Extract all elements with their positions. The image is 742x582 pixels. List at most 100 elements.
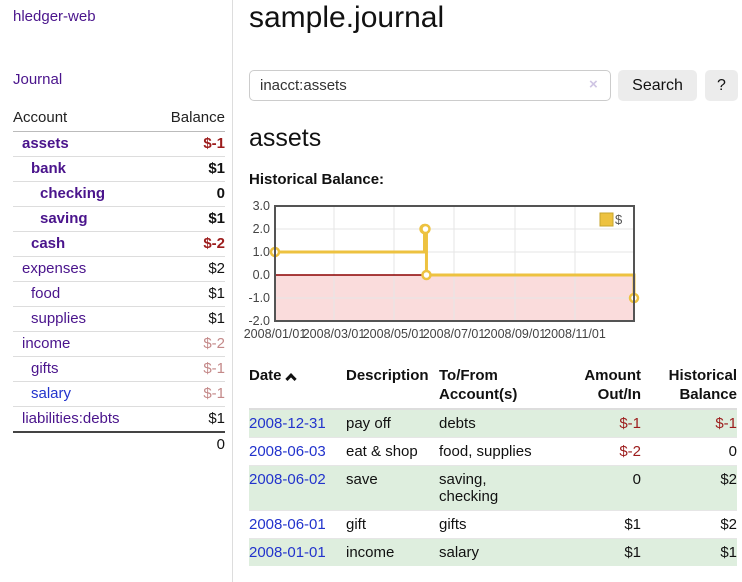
transactions-header-row: Date Description To/From Account(s) Amoun… xyxy=(249,363,737,410)
historical-balance-chart: $3.0 2.0 1.0 0.0 -1.0 -2.0 2008/01/01 2008/03/0… xyxy=(241,199,641,347)
account-balance: $1 xyxy=(153,206,225,232)
transaction-date-link[interactable]: 2008-01-01 xyxy=(249,544,326,561)
svg-text:2008/11/01: 2008/11/01 xyxy=(544,327,606,341)
transaction-amount: $-2 xyxy=(555,437,641,466)
svg-text:$: $ xyxy=(615,212,623,227)
account-balance: $-1 xyxy=(153,356,225,382)
transaction-row[interactable]: 2008-01-01 income salary $1 $1 xyxy=(249,538,737,566)
accounts-header-balance: Balance xyxy=(153,106,225,132)
transaction-date-cell: 2008-01-01 xyxy=(249,538,346,566)
svg-text:-1.0: -1.0 xyxy=(248,291,270,305)
svg-text:2008/03/01: 2008/03/01 xyxy=(303,327,366,341)
account-row: supplies $1 xyxy=(13,306,225,332)
account-row: checking 0 xyxy=(13,181,225,207)
clear-search-icon[interactable]: × xyxy=(589,76,598,93)
account-link[interactable]: salary xyxy=(31,385,72,402)
transaction-balance: 0 xyxy=(641,437,737,466)
account-balance: $1 xyxy=(153,406,225,432)
account-balance: 0 xyxy=(153,181,225,207)
account-balance: $-2 xyxy=(153,331,225,357)
transaction-accounts: gifts xyxy=(439,510,555,539)
transaction-amount: $1 xyxy=(555,510,641,539)
account-balance: $-1 xyxy=(203,135,225,152)
transaction-amount: $1 xyxy=(555,538,641,566)
account-row: assets $-1 xyxy=(13,132,225,157)
transaction-date-cell: 2008-06-01 xyxy=(249,510,346,539)
search-button[interactable]: Search xyxy=(618,70,697,101)
sidebar: hledger-web Journal Account Balance asse… xyxy=(0,0,233,582)
transaction-accounts: food, supplies xyxy=(439,437,555,466)
transaction-accounts: debts xyxy=(439,408,555,438)
account-link[interactable]: expenses xyxy=(22,260,87,277)
svg-text:-2.0: -2.0 xyxy=(248,314,270,328)
search-form: × Search ? xyxy=(249,70,738,101)
account-balance: $1 xyxy=(153,306,225,332)
header-description: Description xyxy=(346,363,439,410)
transaction-description: save xyxy=(346,465,439,511)
transaction-balance: $1 xyxy=(641,538,737,566)
account-row: bank $1 xyxy=(13,156,225,182)
svg-text:2.0: 2.0 xyxy=(253,222,270,236)
account-row: expenses $2 xyxy=(13,256,225,282)
account-balance: $-2 xyxy=(153,231,225,257)
chart-heading: Historical Balance: xyxy=(249,171,385,188)
help-button[interactable]: ? xyxy=(705,70,738,101)
svg-text:1.0: 1.0 xyxy=(253,245,270,259)
account-link[interactable]: food xyxy=(31,285,61,302)
transaction-date-link[interactable]: 2008-12-31 xyxy=(249,415,326,432)
account-link[interactable]: gifts xyxy=(31,360,59,377)
header-accounts: To/From Account(s) xyxy=(439,363,555,410)
account-row: gifts $-1 xyxy=(13,356,225,382)
accounts-total-balance: 0 xyxy=(153,431,225,457)
account-balance: $1 xyxy=(153,156,225,182)
transaction-row[interactable]: 2008-12-31 pay off debts $-1 $-1 xyxy=(249,408,737,438)
account-balance: $-1 xyxy=(153,381,225,407)
svg-text:2008/07/01: 2008/07/01 xyxy=(423,327,486,341)
account-link[interactable]: bank xyxy=(31,160,67,177)
transaction-row[interactable]: 2008-06-02 save saving, checking 0 $2 xyxy=(249,465,737,511)
accounts-table-header: Account Balance xyxy=(13,106,225,132)
transaction-balance: $-1 xyxy=(641,408,737,438)
transaction-date-link[interactable]: 2008-06-01 xyxy=(249,516,326,533)
transaction-date-cell: 2008-06-03 xyxy=(249,437,346,466)
accounts-total-row: 0 xyxy=(13,431,225,457)
page-title: sample.journal xyxy=(249,1,445,34)
header-balance: Historical Balance xyxy=(641,363,737,410)
transaction-description: gift xyxy=(346,510,439,539)
header-date[interactable]: Date xyxy=(249,363,346,410)
svg-text:2008/01/01: 2008/01/01 xyxy=(244,327,307,341)
account-row: income $-2 xyxy=(13,331,225,357)
account-link[interactable]: assets xyxy=(22,135,69,152)
account-link[interactable]: checking xyxy=(40,185,106,202)
account-link[interactable]: cash xyxy=(31,235,66,252)
account-link[interactable]: income xyxy=(22,335,71,352)
transaction-accounts: saving, checking xyxy=(439,465,555,511)
account-link[interactable]: liabilities:debts xyxy=(22,410,120,427)
transaction-row[interactable]: 2008-06-03 eat & shop food, supplies $-2 0 xyxy=(249,437,737,466)
transaction-date-cell: 2008-06-02 xyxy=(249,465,346,511)
search-input[interactable] xyxy=(249,70,611,101)
transactions-table: Date Description To/From Account(s) Amoun… xyxy=(249,363,737,566)
transaction-description: income xyxy=(346,538,439,566)
account-link[interactable]: saving xyxy=(40,210,88,227)
svg-text:3.0: 3.0 xyxy=(253,199,270,213)
account-heading: assets xyxy=(249,124,322,152)
account-balance: $2 xyxy=(153,256,225,282)
transaction-date-link[interactable]: 2008-06-03 xyxy=(249,443,326,460)
sidebar-item-journal[interactable]: Journal xyxy=(13,71,63,88)
account-balance: $1 xyxy=(153,281,225,307)
svg-text:2008/05/01: 2008/05/01 xyxy=(363,327,426,341)
sort-asc-icon xyxy=(284,373,297,385)
header-amount: Amount Out/In xyxy=(555,363,641,410)
transaction-row[interactable]: 2008-06-01 gift gifts $1 $2 xyxy=(249,510,737,539)
transaction-description: eat & shop xyxy=(346,437,439,466)
transaction-balance: $2 xyxy=(641,465,737,511)
accounts-header-account: Account xyxy=(13,106,154,132)
app-title-link[interactable]: hledger-web xyxy=(13,8,96,25)
accounts-total-spacer xyxy=(13,431,154,457)
account-link[interactable]: supplies xyxy=(31,310,87,327)
transaction-date-link[interactable]: 2008-06-02 xyxy=(249,471,326,488)
account-row: saving $1 xyxy=(13,206,225,232)
transaction-description: pay off xyxy=(346,408,439,438)
